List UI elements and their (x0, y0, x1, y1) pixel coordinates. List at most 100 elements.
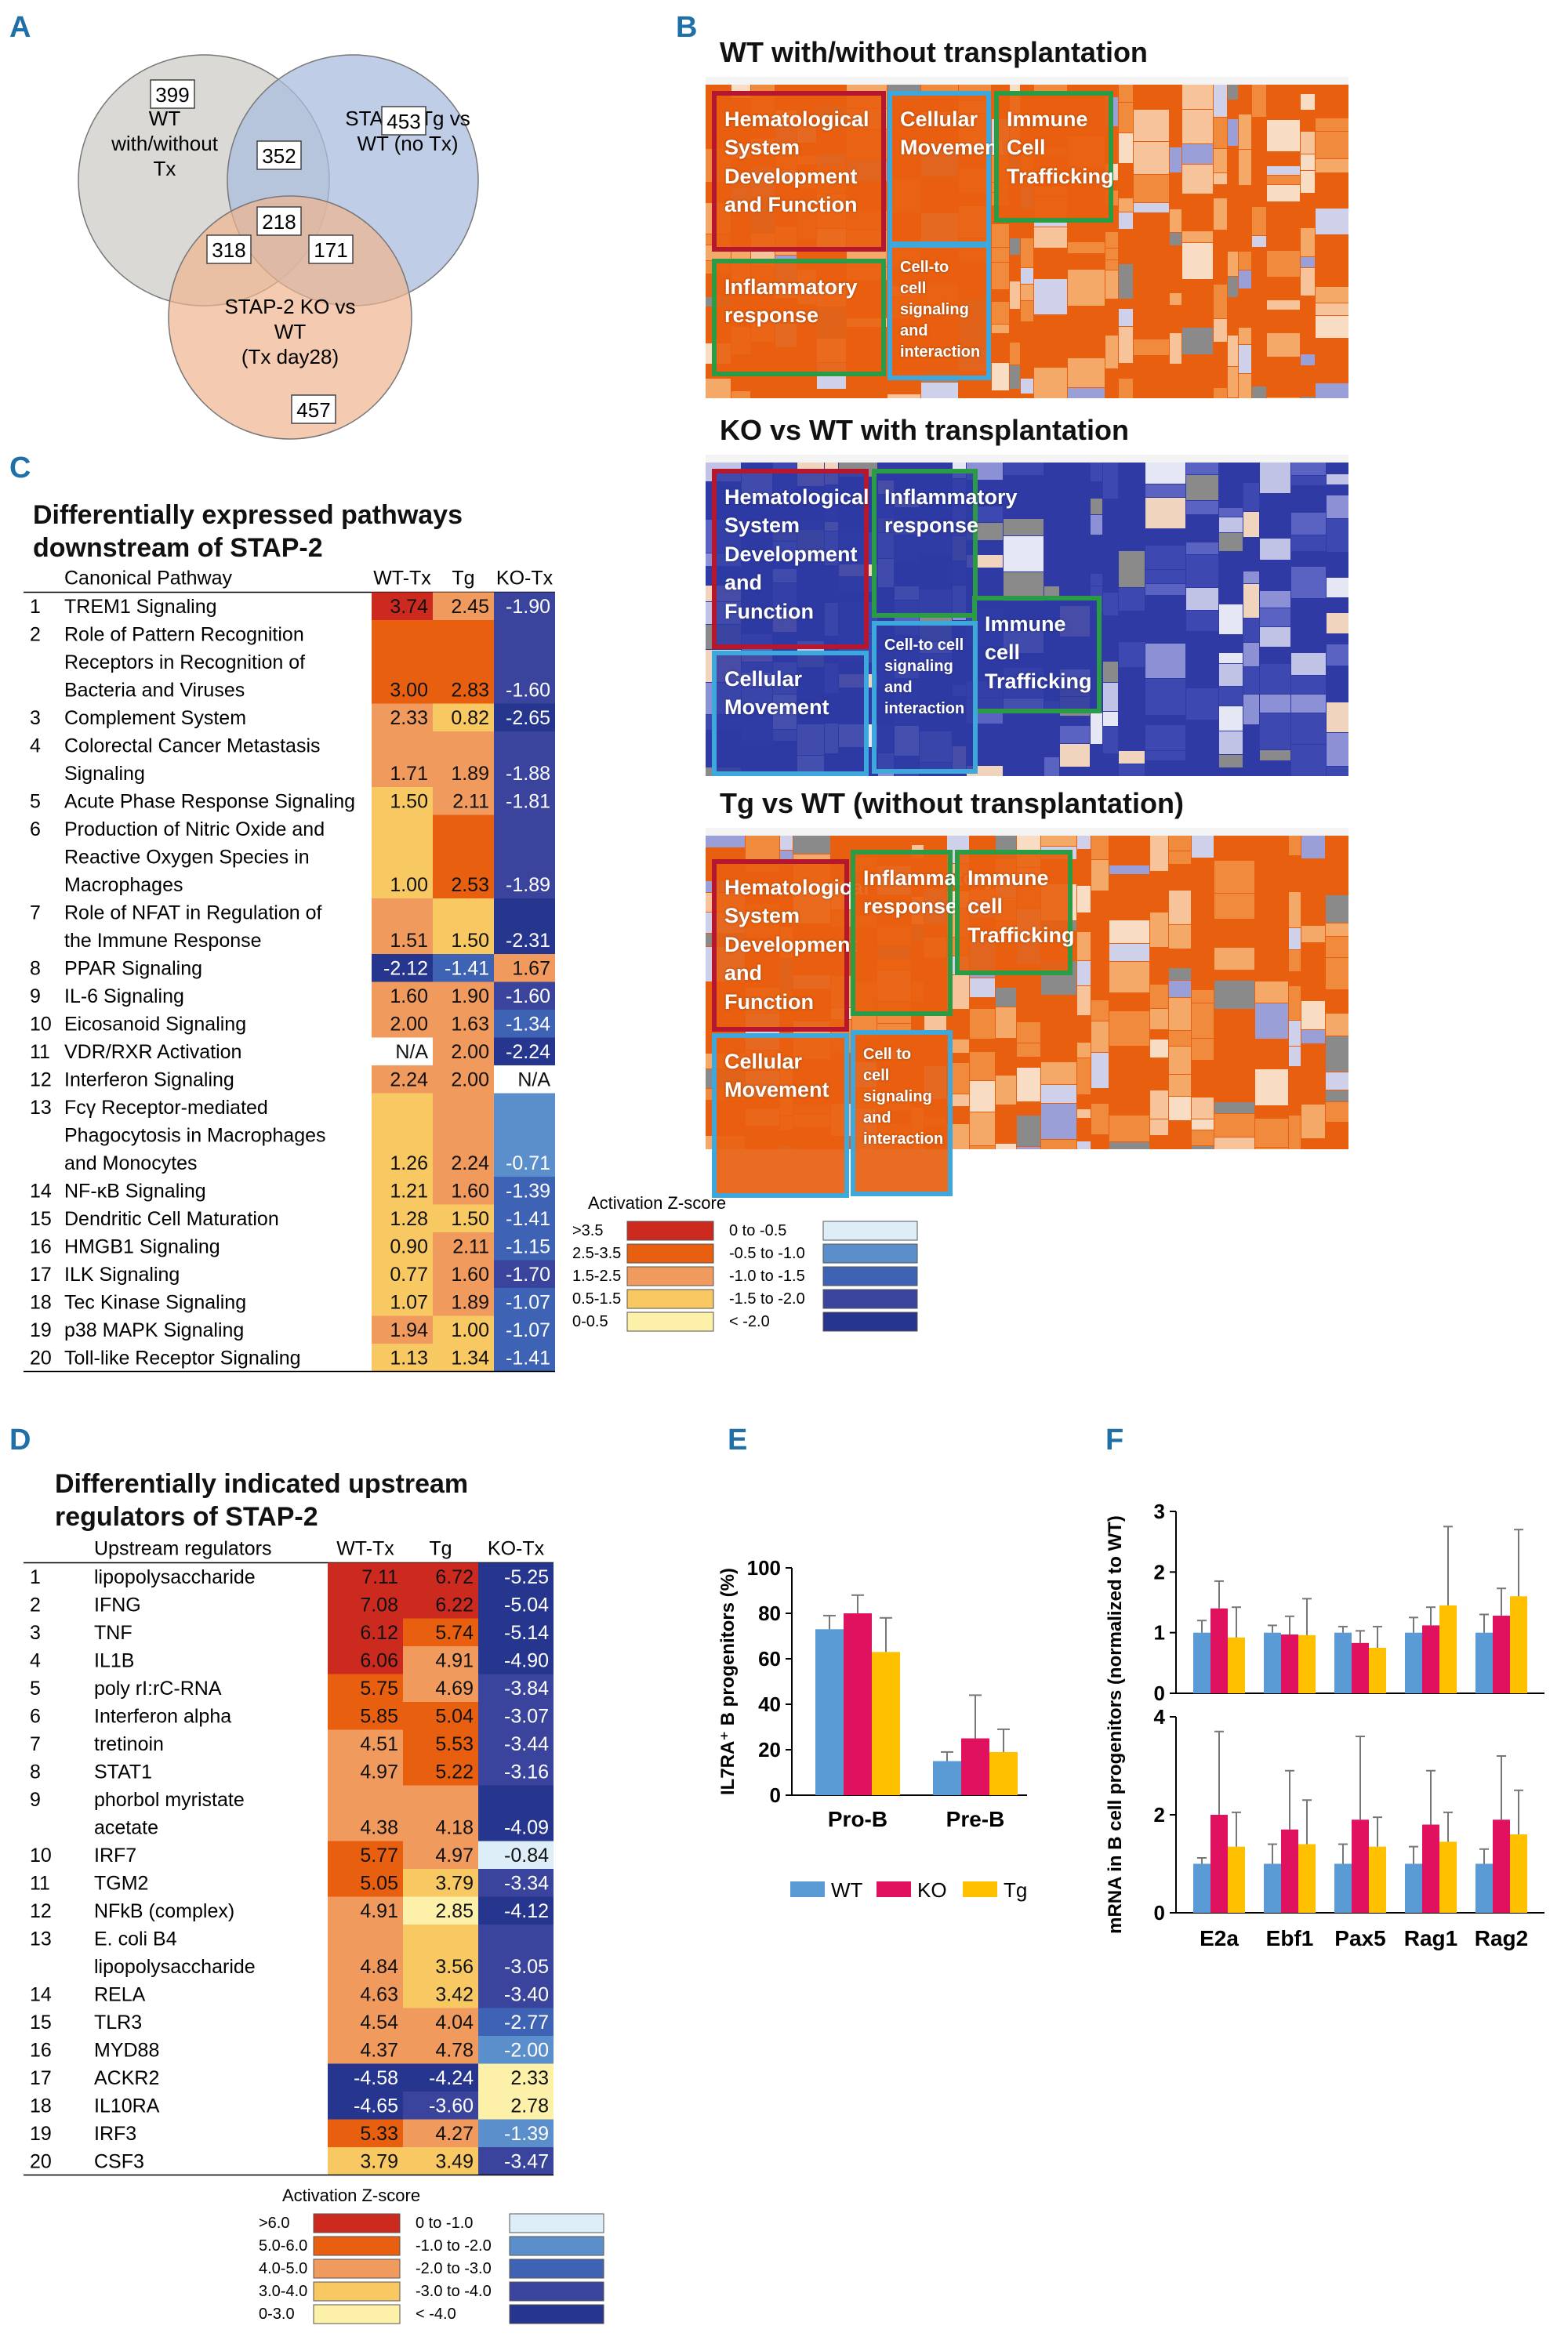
y-tick-label: 1 (1154, 1621, 1165, 1645)
table-row-number: 9 (30, 1789, 41, 1811)
table-cell-value: -5.04 (504, 1595, 549, 1616)
table-cell-value: -3.40 (504, 1984, 549, 2006)
table-row-label: IL10RA (94, 2095, 160, 2117)
bar-Tg-Rag1 (1439, 1605, 1457, 1693)
table-cell-value: N/A (395, 1041, 428, 1063)
table-header: Tg (429, 1538, 452, 1560)
table-cell-value: 1.51 (390, 930, 428, 952)
table-row-label: E. coli B4 (94, 1928, 177, 1950)
table-row-label: TREM1 Signaling (64, 596, 217, 618)
table-cell-value: -1.15 (506, 1236, 550, 1258)
table-row-label: Dendritic Cell Maturation (64, 1208, 279, 1230)
table-row-label: Toll-like Receptor Signaling (64, 1348, 301, 1370)
treemap-category-box: Inflammatory response (712, 259, 886, 376)
table-c-title: Differentially expressed pathways downst… (33, 499, 463, 564)
venn-label-0: WT (149, 107, 181, 130)
legend-label: >3.5 (572, 1222, 603, 1239)
table-row-number: 20 (30, 1348, 52, 1370)
table-row-label: IL1B (94, 1650, 134, 1672)
table-cell-value: 2.00 (451, 1041, 489, 1063)
table-cell-value: -1.60 (506, 680, 550, 702)
table-row-label: poly rI:rC-RNA (94, 1678, 222, 1700)
treemap-title-1: KO vs WT with transplantation (720, 414, 1130, 446)
table-row-number: 1 (30, 596, 41, 618)
treemap-title-2: Tg vs WT (without transplantation) (720, 787, 1184, 819)
y-tick-label: 2 (1154, 1803, 1165, 1827)
table-cell-value: 6.06 (360, 1650, 398, 1672)
bar-Tg-Pre-B (989, 1751, 1018, 1795)
legend-label: 0 to -0.5 (729, 1222, 786, 1239)
treemap-category-box: Hematological System Development and Fun… (712, 469, 869, 649)
table-row-label: Role of NFAT in Regulation of (64, 902, 321, 924)
y-tick-label: 3 (1154, 1500, 1165, 1523)
bar-WT-Pre-B (933, 1761, 961, 1795)
table-cell-value: 4.97 (360, 1761, 398, 1783)
venn-count-tg_only: 453 (387, 110, 420, 133)
table-cell-value: 2.85 (435, 1900, 474, 1922)
legend-label: < -2.0 (729, 1313, 770, 1330)
y-tick-label: 40 (758, 1693, 781, 1716)
table-cell-value: -1.34 (506, 1014, 550, 1036)
table-row-label: NF-κB Signaling (64, 1181, 206, 1203)
venn-count-wt_tg: 352 (262, 144, 296, 168)
table-cell-value: 1.00 (390, 874, 428, 896)
table-cell-value: 2.24 (390, 1069, 428, 1091)
table-cell-value: 0.77 (390, 1264, 428, 1286)
table-header: Tg (452, 568, 474, 590)
table-cell-value: -3.84 (504, 1678, 549, 1700)
table-header: WT-Tx (373, 568, 431, 590)
table-row-label: CSF3 (94, 2151, 144, 2173)
table-row-number: 20 (30, 2151, 52, 2173)
table-cell-value: 3.74 (390, 596, 428, 618)
table-row-label: TGM2 (94, 1873, 148, 1895)
panel-label-a: A (9, 11, 31, 44)
table-cell-value: 1.50 (451, 930, 489, 952)
table-header: Canonical Pathway (64, 568, 233, 590)
legend-label: -0.5 to -1.0 (729, 1245, 805, 1262)
table-cell-value: -0.71 (506, 1152, 550, 1174)
table-row-label: Role of Pattern Recognition (64, 624, 304, 646)
table-cell-value: -1.39 (504, 2123, 549, 2145)
table-row-label: lipopolysaccharide (94, 1956, 256, 1978)
legend-title: Activation Z-score (282, 2186, 420, 2205)
table-row-label: STAT1 (94, 1761, 152, 1783)
table-cell-value: 3.42 (435, 1984, 474, 2006)
regulator-table: Upstream regulators WT-Tx Tg KO-Tx 1 lipopoly… (24, 1538, 604, 2324)
bar-WT-Rag2 (1475, 1863, 1493, 1913)
table-header: KO-Tx (496, 568, 554, 590)
table-cell-value: 5.75 (360, 1678, 398, 1700)
table-row-label: IL-6 Signaling (64, 985, 184, 1007)
table-row-number: 11 (30, 1041, 50, 1063)
table-cell-value: 5.22 (435, 1761, 474, 1783)
table-row-number: 2 (30, 1595, 41, 1616)
bar-WT-Ebf1 (1264, 1863, 1281, 1913)
table-row-label: IFNG (94, 1595, 141, 1616)
table-row-label: Complement System (64, 707, 246, 729)
bar-Tg-Pro-B (872, 1652, 900, 1795)
bar-KO-E2a (1210, 1608, 1228, 1693)
table-row-label: IRF7 (94, 1845, 136, 1867)
table-row-number: 14 (30, 1984, 52, 2006)
table-d-title: Differentially indicated upstream regula… (55, 1468, 468, 1533)
table-row-number: 15 (30, 1208, 52, 1230)
table-cell-value: -1.41 (506, 1348, 550, 1370)
table-cell-value: -3.34 (504, 1873, 549, 1895)
table-cell-value: -3.07 (504, 1706, 549, 1728)
table-cell-value: 2.00 (451, 1069, 489, 1091)
table-cell-value: -5.25 (504, 1566, 549, 1588)
table-row-number: 8 (30, 958, 41, 980)
table-cell-value: -1.41 (506, 1208, 550, 1230)
bar-WT-Pro-B (815, 1629, 844, 1795)
table-cell-value: 1.71 (390, 763, 428, 785)
table-row-number: 2 (30, 624, 41, 646)
bar-KO-Pax5 (1352, 1819, 1369, 1913)
table-row-label: p38 MAPK Signaling (64, 1319, 244, 1341)
legend-label: 0-0.5 (572, 1313, 608, 1330)
table-row-label: the Immune Response (64, 930, 262, 952)
bar-Tg-Ebf1 (1298, 1844, 1316, 1913)
table-row-label: Acute Phase Response Signaling (64, 791, 355, 813)
table-cell-value: 4.04 (435, 2012, 474, 2034)
venn-count-tg_ko: 171 (314, 238, 347, 262)
y-tick-label: 0 (770, 1783, 781, 1807)
table-row-label: MYD88 (94, 2040, 159, 2062)
